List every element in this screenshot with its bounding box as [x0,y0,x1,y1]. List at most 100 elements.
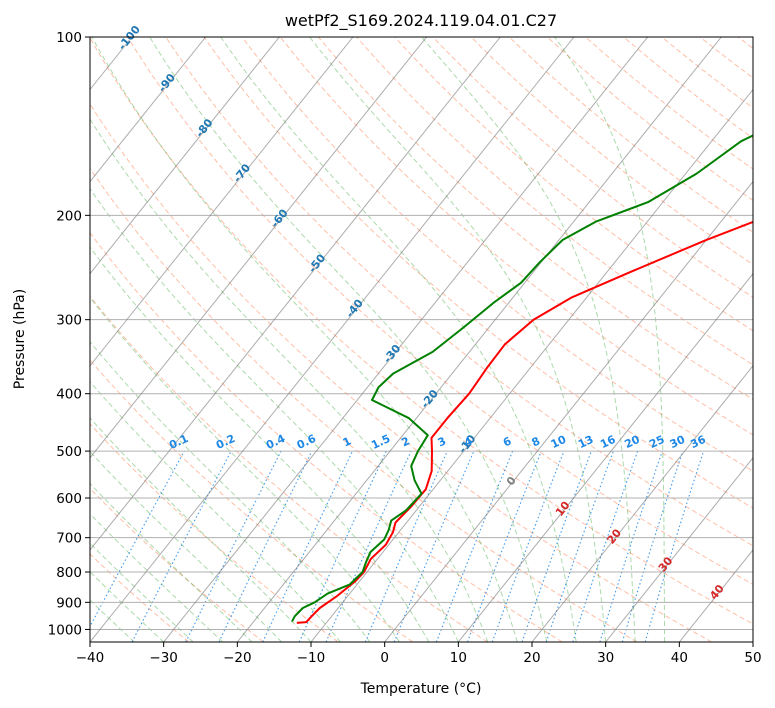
isotherm-line [90,37,354,367]
dry-adiabat-line [203,37,753,509]
x-tick-label: 30 [597,650,614,666]
y-tick-label: 100 [56,30,82,46]
y-tick-label: 200 [56,208,82,224]
dry-adiabat-line [90,231,563,642]
isotherm-line [236,37,722,642]
y-tick-label: 1000 [48,622,82,638]
y-tick-label: 800 [56,565,82,581]
dry-adiabat-line [470,37,753,266]
moist-adiabat-line [309,37,607,642]
dewpoint-profile-line [291,134,753,623]
moist-adiabat-line [90,482,253,642]
mixing-ratio-line [218,450,313,642]
plot-background [90,37,753,642]
moist-adiabat-line [220,37,577,642]
isotherm-line [90,37,207,183]
isotherm-line [90,37,280,275]
dry-adiabat-line [127,37,753,585]
isotherm-line [163,37,649,642]
isotherm-line [384,180,753,642]
dry-adiabat-line [394,37,753,332]
moist-adiabats [90,37,666,642]
moist-adiabat-line [554,37,666,642]
moist-adiabat-line [421,37,636,642]
mixing-ratio-label: 25 [647,433,666,451]
x-tick-label: −20 [223,650,252,666]
y-tick-label: 500 [56,444,82,460]
moist-adiabat-line [90,599,135,642]
moist-adiabat-line [90,513,223,642]
y-tick-label: 300 [56,313,82,329]
y-axis: 1000 900 800 700 600 500 400 300 200 100 [48,30,90,638]
isotherm-line [310,88,753,642]
isotherm-line [605,457,753,642]
mixing-ratio-line [298,450,387,642]
mixing-ratio-line [545,450,614,642]
dry-adiabat-line [90,359,414,642]
dry-adiabat-line [90,487,264,642]
moist-adiabat-line [90,571,165,642]
sounding-series [291,134,753,624]
isotherm-line [0,37,58,642]
mixing-ratio-line [644,450,705,642]
y-tick-label: 400 [56,387,82,403]
x-axis: −40 −30 −20 −10 0 10 20 30 40 50 [76,642,762,666]
isotherm-line [90,37,501,551]
mixing-ratio-label: 20 [623,433,643,451]
dry-adiabat-line [165,37,753,547]
x-tick-label: −10 [297,650,326,666]
isotherm-line [90,37,428,459]
mixing-ratio-lines [90,450,705,642]
moist-adiabat-line [90,296,400,642]
dry-adiabat-line [90,37,753,625]
x-tick-label: −40 [76,650,105,666]
chart-title: wetPf2_S169.2024.119.04.01.C27 [285,11,557,31]
y-tick-label: 600 [56,491,82,507]
moist-adiabat-line [90,417,312,642]
moist-adiabat-line [90,118,489,642]
mixing-ratio-line [90,450,185,628]
mixing-ratio-label: 13 [576,433,595,451]
dry-adiabats [90,37,753,642]
mixing-ratio-line [393,450,475,642]
moist-adiabat-line [90,542,194,642]
x-axis-title: Temperature (°C) [360,681,482,697]
moist-adiabat-line [90,380,341,642]
mixing-ratio-line [364,450,448,642]
dry-adiabat-line [279,37,753,436]
isotherm-line [531,364,753,642]
x-tick-label: 50 [744,650,761,666]
dry-adiabat-line [90,295,488,642]
mixing-ratio-label: 36 [688,433,708,451]
isotherm-lines [0,37,753,642]
dry-adiabat-line [623,37,753,139]
mixing-ratio-line [325,450,412,642]
isotherm-line [457,272,753,642]
mixing-ratio-label: 10 [549,433,569,451]
mixing-ratio-line [599,450,663,642]
moist-adiabat-line [90,450,282,642]
mixing-ratio-line [621,450,684,642]
isotherm-line [752,641,753,642]
moist-adiabat-line [91,37,518,642]
y-tick-label: 900 [56,595,82,611]
temperature-profile-line [296,220,753,624]
y-axis-title: Pressure (hPa) [12,289,28,389]
moist-adiabat-line [90,246,430,642]
x-tick-label: −30 [149,650,178,666]
mixing-ratio-label: 30 [668,433,688,451]
x-tick-label: 40 [671,650,688,666]
y-tick-label: 700 [56,531,82,547]
dry-adiabat-line [547,37,753,202]
x-tick-label: 10 [450,650,467,666]
dry-adiabat-line [90,423,339,642]
mixing-ratio-line [262,450,353,642]
isotherm-line [90,37,575,642]
x-tick-label: 0 [380,650,389,666]
mixing-ratio-line [521,450,592,642]
x-tick-label: 20 [523,650,540,666]
mixing-ratio-labels: 0.1 0.2 0.4 0.6 1 1.5 2 3 4 6 8 10 13 16 20 25 30 36 [167,432,708,452]
dry-adiabat-line [90,103,712,642]
plot-frame [89,36,754,643]
